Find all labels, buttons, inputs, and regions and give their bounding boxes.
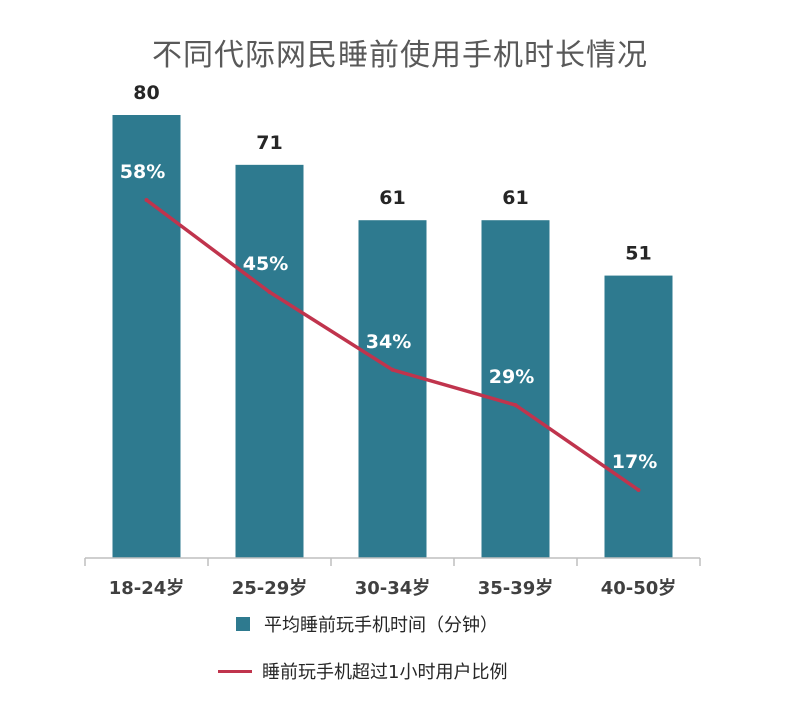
bar-value-label: 51 xyxy=(625,243,651,265)
bar-value-label: 61 xyxy=(502,187,528,209)
x-tick-label: 25-29岁 xyxy=(232,577,308,599)
line-value-label: 17% xyxy=(612,451,657,473)
x-tick-label: 35-39岁 xyxy=(478,577,554,599)
chart-legend: 平均睡前玩手机时间（分钟） 睡前玩手机超过1小时用户比例 xyxy=(218,612,508,706)
legend-label-bar: 平均睡前玩手机时间（分钟） xyxy=(264,615,498,636)
legend-swatch-line xyxy=(218,669,252,673)
line-value-label: 58% xyxy=(120,161,165,183)
bar xyxy=(112,115,181,558)
legend-item-line[interactable]: 睡前玩手机超过1小时用户比例 xyxy=(218,659,508,683)
legend-swatch-bar xyxy=(236,617,250,631)
line-value-label: 34% xyxy=(366,331,411,353)
bar xyxy=(235,164,304,558)
bar-value-label: 61 xyxy=(379,187,405,209)
line-point xyxy=(144,198,149,202)
legend-item-bar[interactable]: 平均睡前玩手机时间（分钟） xyxy=(236,612,507,636)
line-point xyxy=(390,367,395,372)
bar xyxy=(481,220,550,558)
bar-value-label: 71 xyxy=(256,132,282,154)
line-value-label: 29% xyxy=(489,366,534,388)
chart-title: 不同代际网民睡前使用手机时长情况 xyxy=(152,38,648,73)
line-point xyxy=(636,488,641,492)
legend-label-line: 睡前玩手机超过1小时用户比例 xyxy=(262,662,508,683)
x-tick-label: 30-34岁 xyxy=(355,577,431,599)
x-tick-label: 40-50岁 xyxy=(601,577,677,599)
x-tick-label: 18-24岁 xyxy=(109,577,185,599)
bar xyxy=(358,220,427,558)
line-point xyxy=(267,289,272,294)
bar-value-label: 80 xyxy=(133,82,159,104)
line-value-label: 45% xyxy=(243,253,288,275)
line-point xyxy=(513,403,518,408)
bar xyxy=(604,275,673,558)
